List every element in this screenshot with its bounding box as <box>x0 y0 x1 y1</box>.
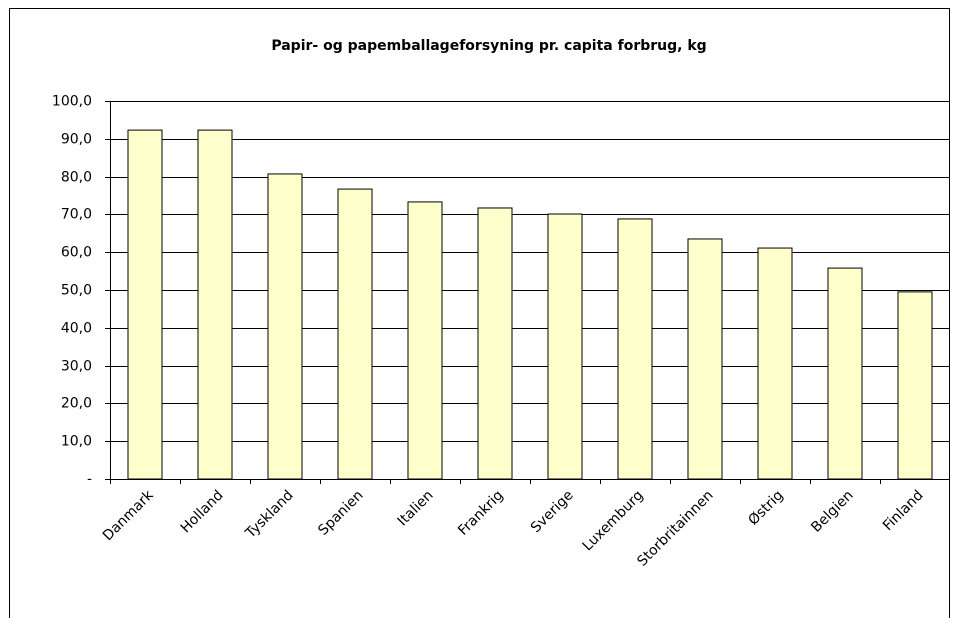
bar <box>267 173 303 480</box>
bar <box>337 188 373 480</box>
y-tick-label: 90,0 <box>61 132 92 148</box>
y-tick-label: 10,0 <box>61 434 92 450</box>
y-tick-label: 40,0 <box>61 321 92 337</box>
bar <box>897 291 933 480</box>
bar <box>477 207 513 480</box>
y-tick-label: 60,0 <box>61 245 92 261</box>
bar <box>127 129 163 480</box>
y-tick-label: 80,0 <box>61 170 92 186</box>
bar <box>757 247 793 480</box>
chart-title: Papir- og papemballageforsyning pr. capi… <box>271 38 706 54</box>
bar <box>687 238 723 480</box>
bar <box>407 201 443 480</box>
y-tick-label: 100,0 <box>52 94 92 110</box>
bar <box>617 218 653 480</box>
bar <box>827 267 863 480</box>
y-tick-label: 20,0 <box>61 396 92 412</box>
bar <box>547 213 583 480</box>
y-tick-label: - <box>87 472 92 488</box>
y-tick-label: 30,0 <box>61 359 92 375</box>
bar <box>197 129 233 480</box>
y-tick-label: 50,0 <box>61 283 92 299</box>
y-tick-label: 70,0 <box>61 207 92 223</box>
